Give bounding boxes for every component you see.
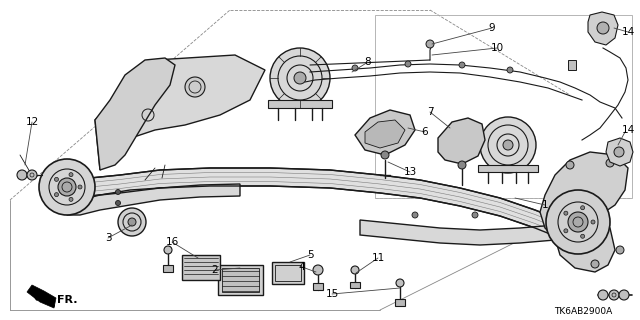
Bar [395, 299, 405, 306]
Circle shape [598, 290, 608, 300]
Polygon shape [606, 138, 633, 166]
Polygon shape [438, 118, 485, 164]
Circle shape [118, 208, 146, 236]
Bar [350, 282, 360, 288]
Circle shape [128, 218, 136, 226]
Bar [268, 100, 332, 108]
Circle shape [294, 72, 306, 84]
Circle shape [270, 48, 330, 108]
Text: 6: 6 [422, 127, 428, 137]
Circle shape [580, 234, 584, 238]
Circle shape [606, 159, 614, 167]
Circle shape [591, 220, 595, 224]
Circle shape [597, 22, 609, 34]
Text: 15: 15 [325, 289, 339, 299]
Bar [568, 60, 576, 70]
Text: FR.: FR. [57, 295, 77, 305]
Bar [222, 268, 259, 292]
Circle shape [351, 266, 359, 274]
Text: 8: 8 [365, 57, 371, 67]
Circle shape [381, 151, 389, 159]
Circle shape [507, 67, 513, 73]
Circle shape [568, 212, 588, 232]
Text: TK6AB2900A: TK6AB2900A [554, 308, 612, 316]
Circle shape [412, 212, 418, 218]
Polygon shape [540, 152, 628, 272]
Circle shape [69, 172, 73, 177]
Circle shape [58, 178, 76, 196]
Circle shape [564, 211, 568, 215]
Polygon shape [360, 220, 555, 245]
Circle shape [115, 201, 120, 205]
Polygon shape [67, 184, 240, 215]
Circle shape [616, 246, 624, 254]
Polygon shape [68, 168, 580, 246]
Polygon shape [95, 58, 175, 170]
Circle shape [164, 246, 172, 254]
Circle shape [39, 159, 95, 215]
Bar [272, 262, 304, 284]
Bar [375, 15, 632, 198]
Bar [478, 165, 538, 172]
Circle shape [54, 193, 58, 197]
Circle shape [54, 177, 58, 181]
Polygon shape [27, 285, 56, 308]
Text: 2: 2 [212, 265, 218, 275]
Bar [218, 265, 263, 295]
Circle shape [396, 279, 404, 287]
Text: 5: 5 [307, 250, 314, 260]
Circle shape [458, 161, 466, 169]
Circle shape [459, 62, 465, 68]
Text: 1: 1 [541, 200, 548, 210]
Bar [163, 265, 173, 272]
Text: 10: 10 [490, 43, 504, 53]
Bar [182, 255, 220, 280]
Text: 11: 11 [371, 253, 385, 263]
Text: 7: 7 [427, 107, 433, 117]
Polygon shape [355, 110, 415, 155]
Polygon shape [95, 55, 265, 170]
Circle shape [546, 190, 610, 254]
Circle shape [313, 265, 323, 275]
Circle shape [591, 260, 599, 268]
Polygon shape [365, 120, 405, 148]
Circle shape [426, 40, 434, 48]
Text: 14: 14 [621, 27, 635, 37]
Polygon shape [588, 12, 618, 45]
Circle shape [619, 290, 629, 300]
Circle shape [503, 140, 513, 150]
Bar [313, 283, 323, 290]
Text: 13: 13 [403, 167, 417, 177]
Circle shape [580, 206, 584, 210]
Circle shape [78, 185, 82, 189]
Circle shape [472, 212, 478, 218]
Circle shape [405, 61, 411, 67]
Text: 16: 16 [165, 237, 179, 247]
Circle shape [27, 170, 37, 180]
Text: 12: 12 [26, 117, 38, 127]
Bar [275, 265, 301, 281]
Text: 3: 3 [105, 233, 111, 243]
Circle shape [17, 170, 27, 180]
Circle shape [614, 147, 624, 157]
Circle shape [566, 161, 574, 169]
Circle shape [480, 117, 536, 173]
Text: 4: 4 [299, 262, 305, 272]
Text: 9: 9 [489, 23, 495, 33]
Circle shape [564, 229, 568, 233]
Circle shape [115, 189, 120, 195]
Text: 14: 14 [621, 125, 635, 135]
Circle shape [185, 77, 205, 97]
Circle shape [69, 197, 73, 201]
Circle shape [352, 65, 358, 71]
Circle shape [609, 290, 619, 300]
